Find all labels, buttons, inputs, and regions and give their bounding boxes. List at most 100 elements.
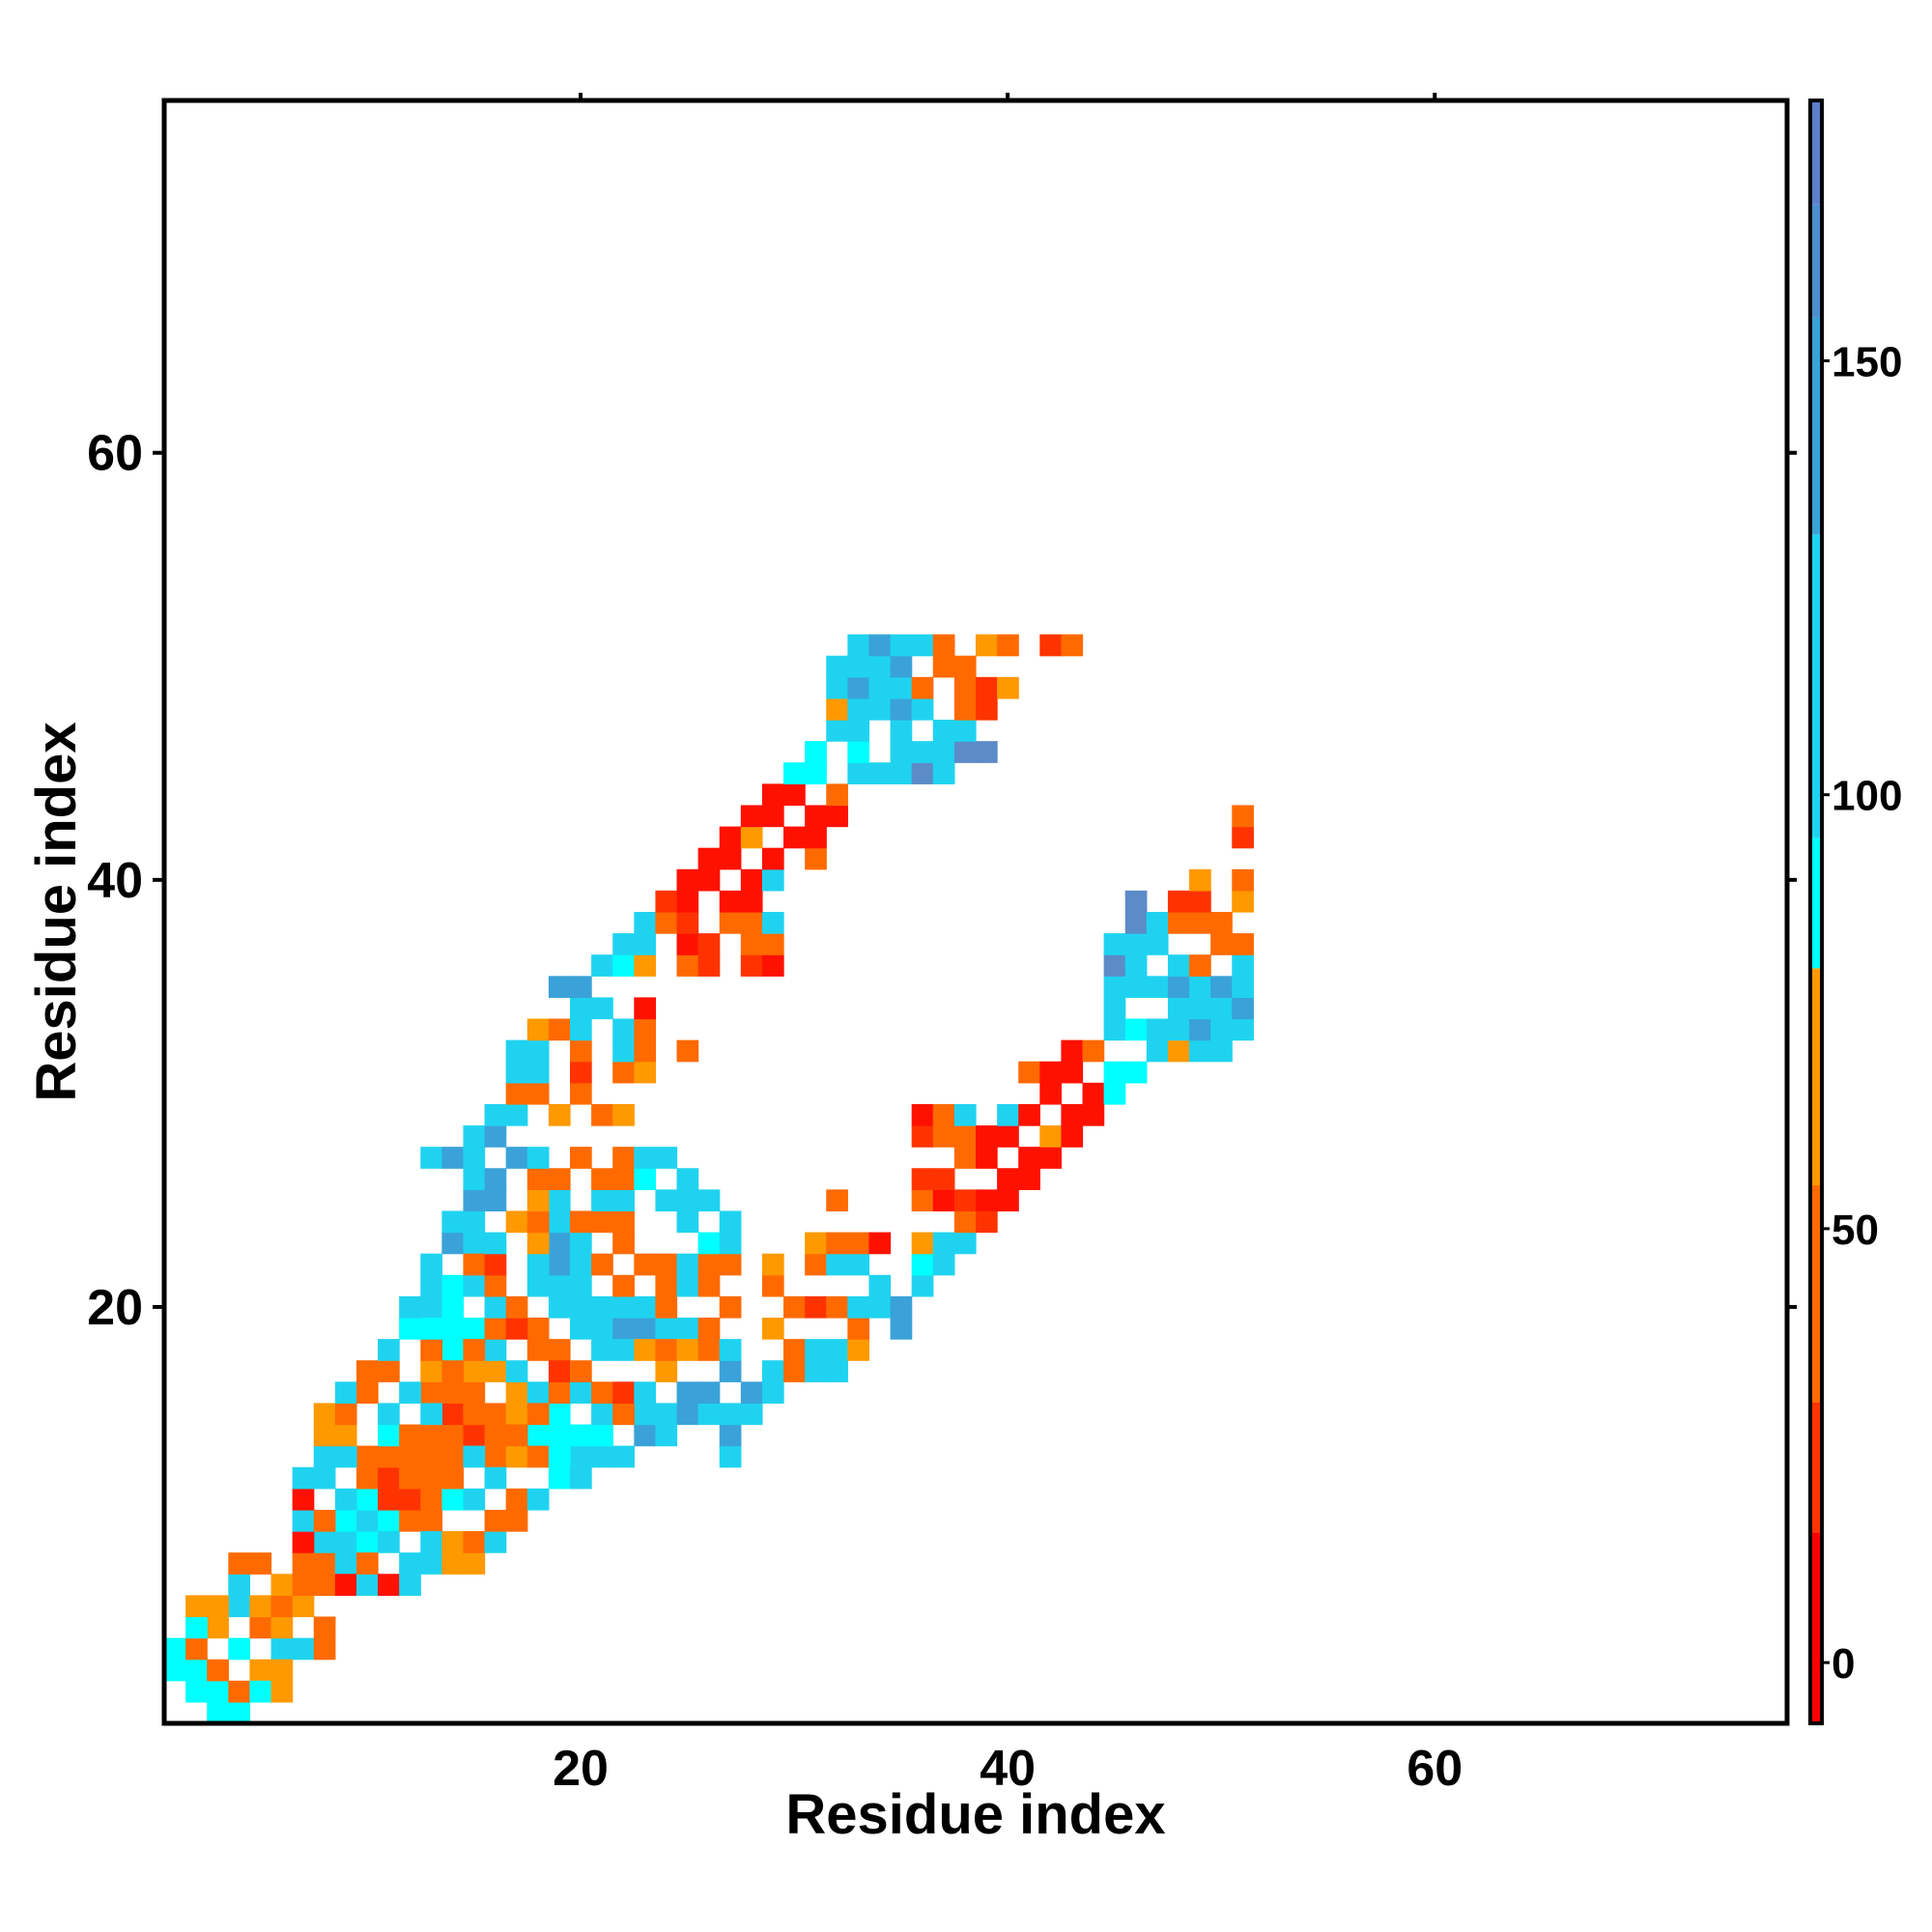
heatmap-cell [847, 1295, 870, 1319]
heatmap-cell [1124, 1061, 1148, 1084]
heatmap-cell [228, 1701, 251, 1724]
heatmap-cell [911, 1103, 934, 1126]
heatmap-cell [634, 954, 657, 977]
heatmap-cell [526, 1168, 550, 1190]
colorbar-frame [1808, 99, 1824, 1725]
heatmap-cell [185, 1595, 208, 1618]
heatmap-cell [505, 1039, 528, 1063]
heatmap-cell [761, 1253, 784, 1276]
heatmap-cell [655, 1339, 678, 1361]
heatmap-cell [548, 1210, 571, 1234]
heatmap-cell [655, 1253, 678, 1276]
colorbar-tick-label: 0 [1832, 1640, 1855, 1688]
heatmap-cell [1039, 1082, 1063, 1105]
heatmap-cell [270, 1637, 294, 1661]
heatmap-cell [591, 1103, 613, 1126]
heatmap-cell [570, 1318, 592, 1340]
heatmap-cell [953, 1189, 977, 1212]
colorbar: 0 50 100 150 [1808, 40, 1902, 1725]
colorbar-bin [1810, 100, 1822, 205]
heatmap-cell [505, 1061, 528, 1084]
heatmap-cell [570, 1082, 592, 1105]
heatmap-cell [313, 1403, 336, 1426]
heatmap-cell [719, 1339, 742, 1361]
heatmap-cell [463, 1531, 486, 1553]
heatmap-cell [634, 997, 657, 1020]
heatmap-cell [249, 1616, 272, 1639]
heatmap-cell [441, 1403, 465, 1426]
heatmap-cell [612, 1232, 635, 1255]
heatmap-cell [484, 1125, 507, 1148]
heatmap-cell [292, 1488, 315, 1511]
heatmap-cell [634, 1318, 657, 1340]
heatmap-cell [505, 1509, 528, 1532]
heatmap-cell [1124, 954, 1148, 977]
heatmap-cell [655, 1147, 678, 1169]
heatmap-cell [740, 890, 763, 913]
heatmap-cell [1210, 933, 1233, 955]
heatmap-cell [719, 1403, 742, 1426]
heatmap-cell [676, 1318, 699, 1340]
heatmap-cell [463, 1189, 486, 1212]
heatmap-cell [378, 1574, 400, 1596]
heatmap-cell [270, 1595, 294, 1618]
heatmap-cell [420, 1403, 442, 1426]
colorbar-bin [1810, 317, 1822, 535]
heatmap-cell [420, 1274, 442, 1297]
heatmap-cell [612, 1295, 635, 1319]
heatmap-cell [847, 762, 870, 784]
heatmap-cell [697, 1189, 721, 1212]
heatmap-cell [805, 847, 827, 870]
heatmap-cell [847, 1318, 870, 1340]
heatmap-cell [505, 1403, 528, 1426]
heatmap-cell [1189, 912, 1211, 934]
heatmap-cell [399, 1295, 421, 1319]
heatmap-cell [378, 1360, 400, 1382]
heatmap-cell [548, 1424, 571, 1447]
heatmap-cell [890, 634, 913, 657]
heatmap-cell [1167, 997, 1190, 1020]
heatmap-cell [420, 1552, 442, 1575]
heatmap-cell [420, 1488, 442, 1511]
heatmap-cell [570, 1147, 592, 1169]
heatmap-cell [334, 1381, 357, 1405]
heatmap-cell [826, 676, 848, 699]
heatmap-cell [740, 805, 763, 828]
heatmap-cell [548, 1168, 571, 1190]
heatmap-cell [847, 1253, 870, 1276]
heatmap-cell [676, 890, 699, 913]
heatmap-cell [420, 1445, 442, 1468]
heatmap-cell [441, 1381, 465, 1405]
heatmap-cell [378, 1339, 400, 1361]
heatmap-cell [313, 1574, 336, 1596]
heatmap-cell [548, 1445, 571, 1468]
heatmap-cell [484, 1424, 507, 1447]
heatmap-cell [634, 1381, 657, 1405]
heatmap-cell [484, 1339, 507, 1361]
heatmap-cell [911, 1274, 934, 1297]
heatmap-cell [1232, 976, 1254, 999]
heatmap-cell [484, 1403, 507, 1426]
heatmap-cell [953, 1103, 977, 1126]
heatmap-cell [953, 741, 977, 763]
heatmap-cell [292, 1637, 315, 1661]
heatmap-cell [868, 676, 892, 699]
heatmap-cell [1232, 1018, 1254, 1041]
heatmap-cell [719, 1232, 742, 1255]
colorbar-bin [1810, 1532, 1822, 1723]
heatmap-cell [612, 1381, 635, 1405]
heatmap-cell [570, 1253, 592, 1276]
heatmap-cell [826, 1360, 848, 1382]
heatmap-cell [1082, 1039, 1105, 1063]
heatmap-cell [420, 1424, 442, 1447]
heatmap-cell [334, 1531, 357, 1553]
heatmap-cell [890, 1318, 913, 1340]
heatmap-cell [976, 676, 998, 699]
heatmap-cell [1018, 1168, 1040, 1190]
heatmap-cell [976, 1147, 998, 1169]
heatmap-cell [548, 1466, 571, 1490]
heatmap-cell [634, 1147, 657, 1169]
heatmap-cell [932, 1168, 955, 1190]
heatmap-cell [313, 1445, 336, 1468]
heatmap-cell [505, 1082, 528, 1105]
